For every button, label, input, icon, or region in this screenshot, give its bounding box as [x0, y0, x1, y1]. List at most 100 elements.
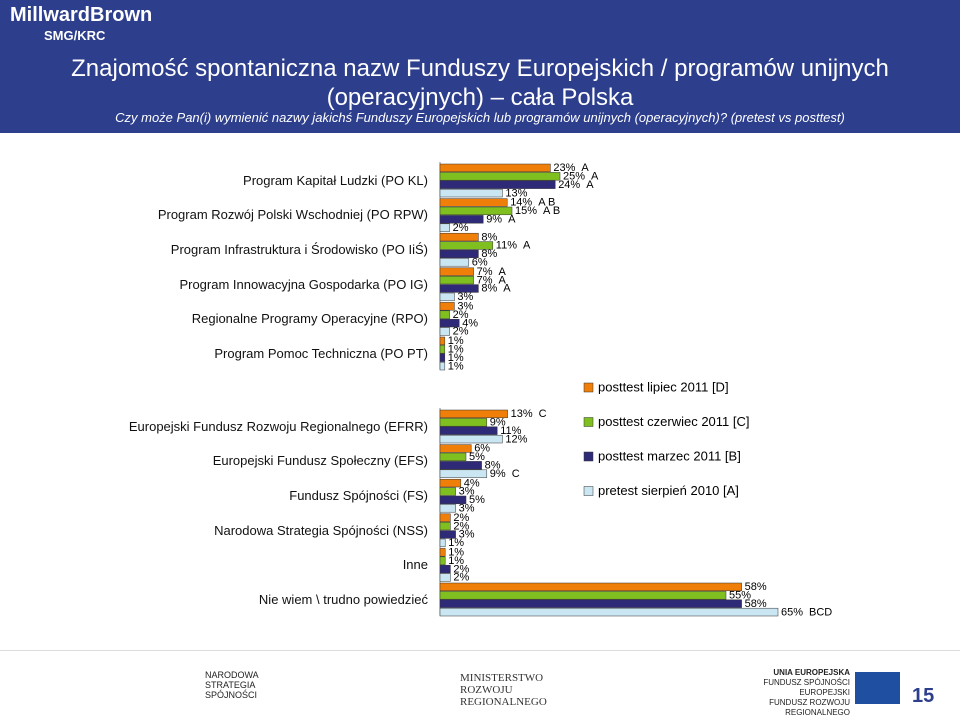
significance-label: A B [538, 197, 555, 209]
value-label: 2% [453, 222, 469, 234]
value-label: 3% [457, 291, 473, 303]
value-label: 55% [729, 590, 751, 602]
value-label: 2% [453, 512, 469, 524]
value-label: 5% [469, 451, 485, 463]
bar [439, 538, 446, 548]
bar [439, 353, 446, 362]
value-label: 23% [553, 162, 575, 174]
significance-label: A B [543, 205, 560, 217]
legend-swatch [583, 486, 594, 496]
value-label: 3% [459, 486, 475, 498]
value-label: 8% [485, 460, 501, 472]
bar [439, 310, 450, 319]
value-label: 14% [510, 197, 532, 209]
value-label: 13% [505, 187, 527, 199]
bar [439, 327, 450, 336]
bar [439, 564, 451, 574]
value-label: 2% [453, 572, 469, 584]
logo: MillwardBrown [10, 4, 153, 26]
value-label: 6% [472, 257, 488, 269]
value-label: 2% [453, 520, 469, 532]
value-label: 11% [496, 240, 517, 252]
bar [439, 452, 467, 462]
legend-label: posttest marzec 2011 [B] [598, 448, 741, 463]
value-label: 2% [453, 326, 469, 338]
footer-nss: NARODOWA STRATEGIA SPÓJNOŚCI [205, 670, 259, 700]
bar [439, 188, 503, 198]
value-label: 25% [563, 171, 585, 183]
bar [439, 241, 494, 250]
legend-swatch [583, 417, 594, 427]
category-label: Narodowa Strategia Spójności (NSS) [214, 522, 428, 538]
bar [439, 163, 551, 173]
value-label: 7% [477, 274, 493, 286]
bar [439, 275, 474, 285]
legend-label: pretest sierpień 2010 [A] [598, 483, 739, 498]
value-label: 58% [745, 581, 767, 593]
bar [439, 607, 779, 617]
footer [0, 650, 960, 720]
eu-flag [855, 672, 900, 704]
bar [439, 530, 456, 539]
bar [439, 206, 513, 216]
category-label: Program Infrastruktura i Środowisko (PO … [170, 242, 428, 257]
value-label: 4% [464, 477, 480, 489]
bar [439, 513, 451, 522]
significance-label: A [586, 179, 594, 191]
value-label: 9% [490, 468, 506, 480]
value-label: 9% [490, 417, 506, 429]
value-label: 1% [448, 555, 464, 567]
bar [439, 591, 727, 600]
legend-label: posttest czerwiec 2011 [C] [598, 414, 750, 429]
category-label: Program Pomoc Techniczna (PO PT) [214, 345, 428, 361]
value-label: 15% [515, 205, 537, 217]
legend-swatch [583, 382, 594, 393]
bar [439, 232, 479, 242]
bar [439, 504, 456, 513]
category-label: Europejski Fundusz Społeczny (EFS) [212, 453, 428, 469]
bar [439, 495, 467, 505]
bar [439, 172, 561, 181]
category-label: Fundusz Spójności (FS) [289, 488, 428, 503]
category-label: Program Innowacyjna Gospodarka (PO IG) [179, 276, 428, 292]
footer-ministry: MINISTERSTWO ROZWOJU REGIONALNEGO [460, 672, 547, 708]
bar [439, 418, 488, 427]
significance-label: A [499, 274, 507, 286]
value-label: 58% [745, 598, 767, 610]
bar [439, 548, 446, 557]
significance-label: A [581, 162, 589, 174]
logo-bar [0, 0, 960, 48]
category-label: Program Kapitał Ludzki (PO KL) [243, 172, 428, 188]
bar [439, 336, 446, 346]
value-label: 2% [453, 563, 469, 575]
value-label: 1% [448, 537, 464, 549]
bar [439, 573, 451, 582]
bar [439, 434, 503, 444]
subtitle: Czy może Pan(i) wymienić nazwy jakichś F… [115, 110, 845, 125]
value-label: 9% [486, 214, 502, 226]
bar [439, 215, 484, 224]
bar [439, 444, 472, 453]
value-label: 8% [481, 248, 497, 260]
value-label: 1% [448, 352, 464, 364]
footer-eu-fund: EUROPEJSKI FUNDUSZ ROZWOJU REGIONALNEGO [769, 688, 850, 717]
value-label: 1% [448, 360, 464, 372]
significance-label: A [503, 283, 511, 295]
logo-sub: SMG/KRC [44, 28, 106, 43]
footer-eu-fund: FUNDUSZ SPÓJNOŚCI [763, 678, 850, 687]
bar [439, 318, 460, 328]
title-band [0, 48, 960, 133]
bar [439, 487, 456, 496]
value-label: 12% [505, 433, 527, 445]
page-number: 15 [912, 685, 935, 707]
significance-label: A [591, 171, 599, 183]
value-label: 1% [448, 344, 464, 356]
value-label: 4% [462, 317, 478, 329]
bar [439, 198, 508, 207]
bar [439, 345, 446, 354]
value-label: 3% [457, 301, 473, 313]
category-label: Program Rozwój Polski Wschodniej (PO RPW… [157, 207, 428, 223]
bar [439, 582, 742, 592]
